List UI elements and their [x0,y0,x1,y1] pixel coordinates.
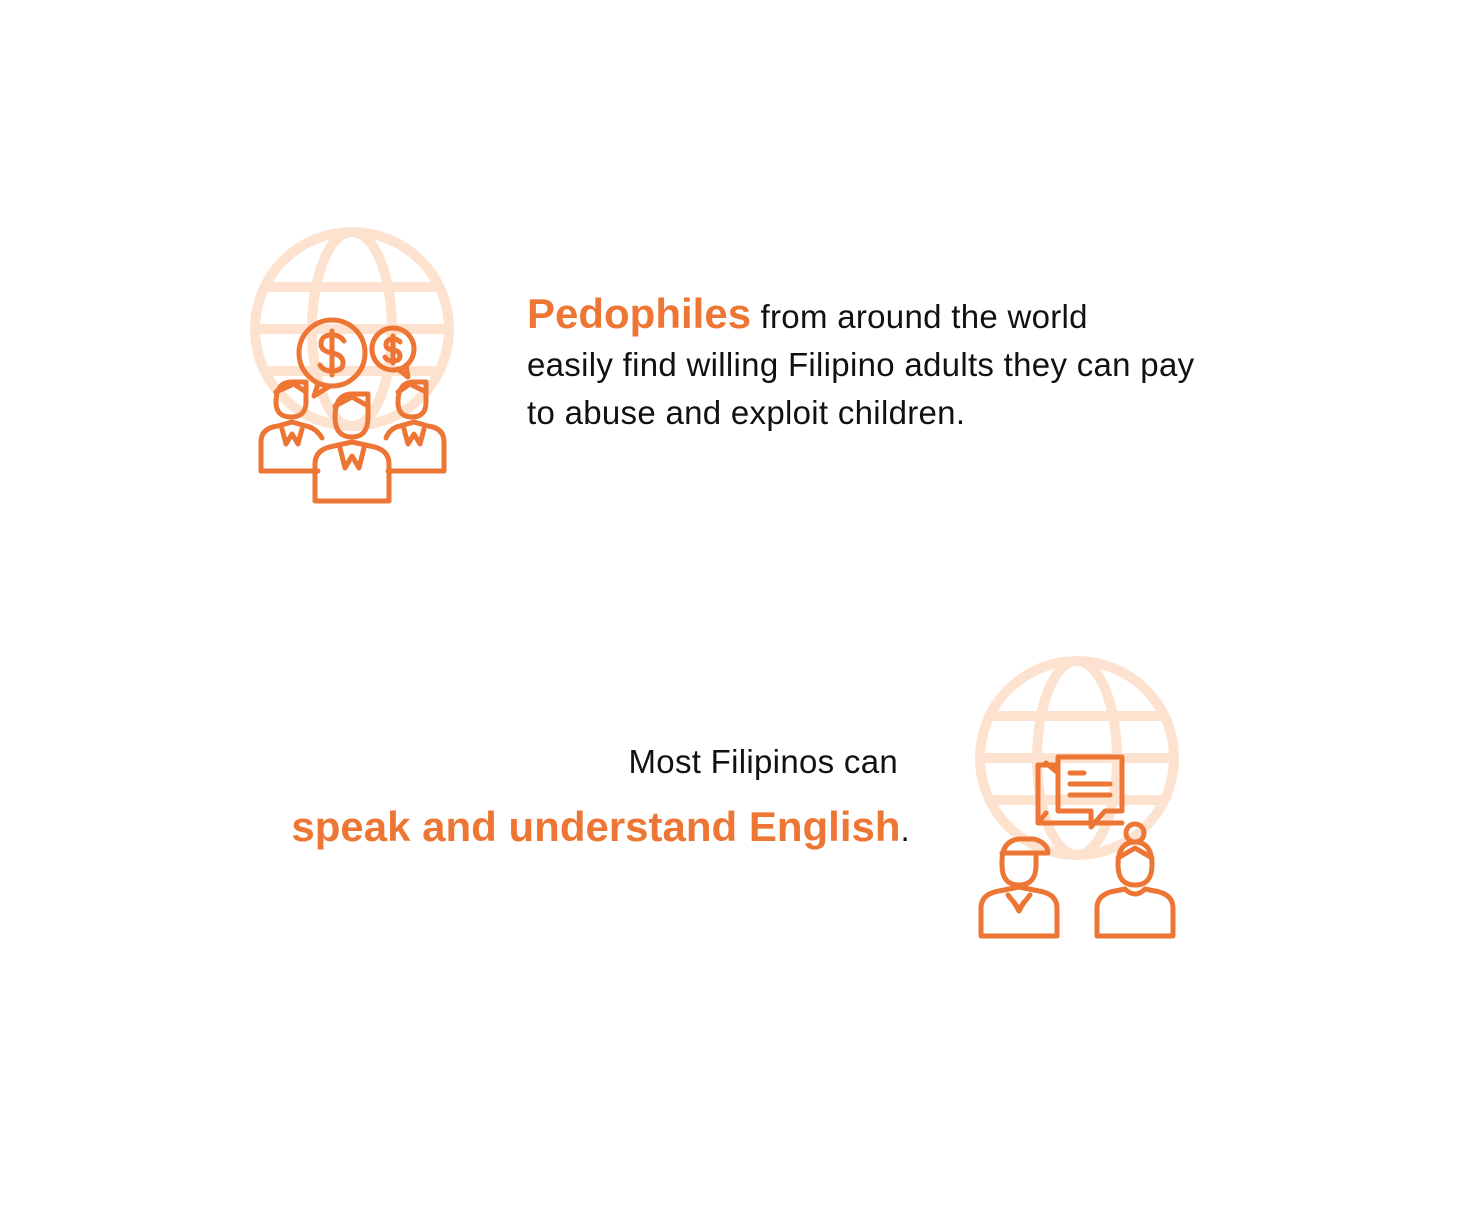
section1-highlight: Pedophiles [527,290,752,337]
person-right-icon [383,379,447,474]
section1-line1: Pedophiles from around the world [527,290,1327,341]
person-left-icon [258,379,325,474]
section2-line2: speak and understand English. [291,802,910,855]
chat-bubble-icon [1035,754,1125,830]
section1-text: Pedophiles from around the world easily … [527,290,1327,437]
person-center-icon [312,391,392,504]
dollar-bubble-icon [296,317,368,399]
section2-period: . [900,811,910,848]
globe-people-money-icon [248,224,458,509]
section1-line1-rest: from around the world [751,298,1088,335]
section2-text: Most Filipinos can speak and understand … [291,740,910,855]
globe-people-chat-icon [972,653,1184,945]
section1-line3: to abuse and exploit children. [527,394,966,431]
section2-line1: Most Filipinos can [628,743,898,780]
section2-highlight: speak and understand English [291,803,901,850]
person-left-cap-icon [978,836,1060,939]
person-right-bun-icon [1094,821,1176,939]
dollar-bubble-small-icon [369,325,417,380]
section1-line2: easily find willing Filipino adults they… [527,346,1195,383]
